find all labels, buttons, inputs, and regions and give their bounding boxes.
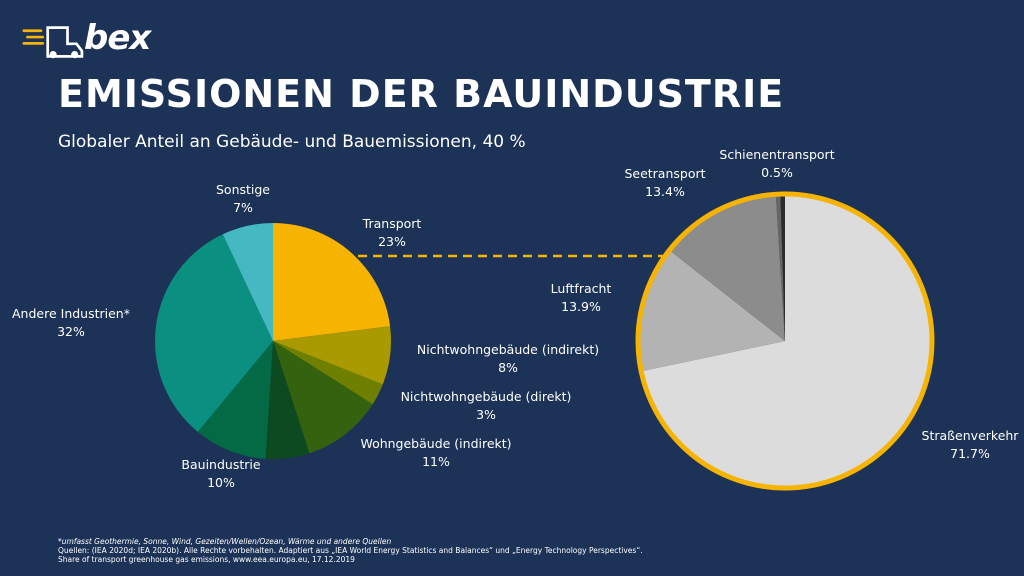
pie2-slice-seetransport (669, 194, 785, 341)
chart1-nichtwohngebäude-direkt-value: 3% (476, 407, 496, 422)
chart1-wohngebäude-indirekt-value: 11% (422, 454, 450, 469)
pie1-slice-wohngebäude-indirekt (273, 341, 373, 454)
pie1-slice-bauindustrie (197, 341, 273, 459)
page-title: EMISSIONEN DER BAUINDUSTRIE (58, 72, 785, 116)
truck-icon (22, 26, 84, 59)
chart1-nichtwohngebäude-indirekt-value: 8% (498, 360, 518, 375)
pie2-highlight-ring (635, 191, 935, 491)
chart-labels: Transport 23% Nichtwohngebäude (indirekt) 8… (12, 147, 1019, 490)
pie2-slice-schienentransport (775, 194, 785, 341)
chart1-sonstige-value: 7% (233, 200, 253, 215)
bex-logo (22, 26, 84, 59)
chart1-transport-label: Transport (362, 216, 422, 231)
logo-text: bex (84, 18, 151, 58)
chart1-bauindustrie-label: Bauindustrie (181, 457, 260, 472)
pie1-slice-unlabeled-4 (265, 341, 310, 460)
chart1-transport-value: 23% (378, 234, 406, 249)
chart1-andere-industrien-label: Andere Industrien* (12, 306, 130, 321)
pie1-slice-sonstige (222, 223, 273, 341)
chart1-nichtwohngebäude-indirekt-label: Nichtwohngebäude (indirekt) (417, 342, 599, 357)
share-source: Share of transport greenhouse gas emissi… (58, 555, 355, 564)
chart2-luftfracht-label: Luftfracht (551, 281, 612, 296)
pie-chart-construction-emissions (154, 223, 391, 460)
chart2-schienentransport-label: Schienentransport (719, 147, 834, 162)
sources: Quellen: (IEA 2020d; IEA 2020b). Alle Re… (58, 546, 643, 555)
page-subtitle: Globaler Anteil an Gebäude- und Bauemiss… (58, 132, 526, 152)
chart2-seetransport-label: Seetransport (624, 166, 705, 181)
pie1-slice-nichtwohngebäude-direkt (273, 341, 383, 405)
pie1-slice-andere-industrien (154, 234, 273, 432)
pie2-slice-luftfracht (638, 250, 785, 372)
chart2-straßenverkehr-value: 71.7% (950, 446, 990, 461)
chart2-straßenverkehr-label: Straßenverkehr (922, 428, 1020, 443)
chart2-luftfracht-value: 13.9% (561, 299, 601, 314)
chart1-wohngebäude-indirekt-label: Wohngebäude (indirekt) (360, 436, 511, 451)
pie1-slice-nichtwohngebäude-indirekt (273, 326, 391, 385)
footer: *umfasst Geothermie, Sonne, Wind, Gezeit… (58, 537, 643, 564)
pie2-slice-unlabeled-4 (780, 193, 785, 341)
footnote: *umfasst Geothermie, Sonne, Wind, Gezeit… (58, 537, 392, 546)
pie1-slice-transport (273, 223, 391, 341)
chart1-andere-industrien-value: 32% (57, 324, 85, 339)
chart2-schienentransport-value: 0.5% (761, 165, 793, 180)
chart1-bauindustrie-value: 10% (207, 475, 235, 490)
pie-chart-transport-emissions (635, 191, 935, 491)
chart1-sonstige-label: Sonstige (216, 182, 270, 197)
chart2-seetransport-value: 13.4% (645, 184, 685, 199)
chart1-nichtwohngebäude-direkt-label: Nichtwohngebäude (direkt) (401, 389, 572, 404)
pie2-slice-straßenverkehr (641, 194, 933, 489)
